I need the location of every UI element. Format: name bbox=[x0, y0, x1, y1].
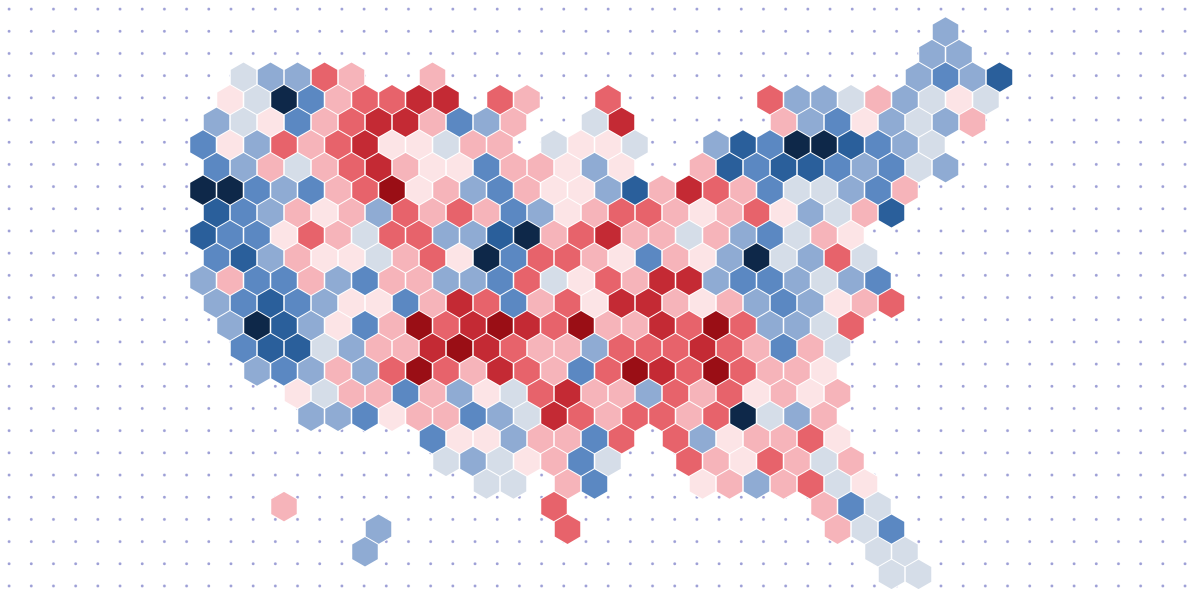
hex-cell bbox=[553, 513, 582, 546]
hex-cell bbox=[877, 196, 906, 229]
hex-cell bbox=[351, 535, 379, 568]
hex-cell bbox=[580, 468, 609, 500]
hex-cell bbox=[499, 468, 528, 500]
hex-cell bbox=[270, 490, 298, 523]
hex-cell bbox=[958, 106, 987, 139]
hex-cell bbox=[877, 287, 906, 320]
hex-cell bbox=[904, 558, 933, 591]
hex-cell bbox=[931, 151, 960, 184]
